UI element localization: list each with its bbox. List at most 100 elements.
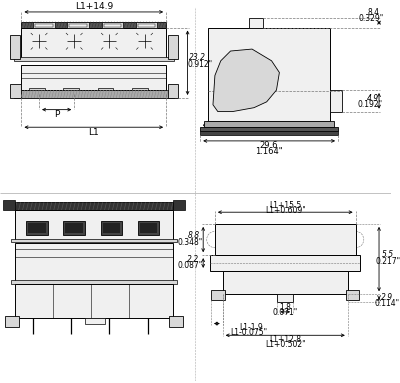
- Bar: [215, 224, 356, 255]
- Bar: [200, 131, 338, 135]
- Bar: [85, 318, 104, 324]
- Bar: [210, 255, 360, 271]
- Text: 8.8: 8.8: [187, 231, 200, 240]
- Bar: [10, 35, 20, 59]
- Bar: [168, 84, 178, 98]
- Bar: [64, 88, 79, 94]
- Bar: [35, 24, 53, 26]
- Text: 1.8: 1.8: [279, 303, 291, 313]
- Bar: [22, 22, 166, 28]
- Text: L1+15.5: L1+15.5: [269, 201, 301, 210]
- Bar: [10, 84, 22, 98]
- Bar: [28, 223, 46, 233]
- Bar: [204, 121, 334, 127]
- Bar: [146, 257, 159, 271]
- Text: 0.071": 0.071": [273, 308, 298, 318]
- Circle shape: [253, 85, 267, 99]
- Bar: [26, 221, 48, 235]
- Circle shape: [241, 77, 253, 88]
- Bar: [169, 316, 183, 327]
- Text: 4.9: 4.9: [367, 94, 379, 103]
- Bar: [102, 22, 123, 28]
- Bar: [98, 88, 113, 94]
- Bar: [346, 290, 360, 300]
- Bar: [138, 221, 159, 235]
- Bar: [11, 239, 177, 242]
- FancyBboxPatch shape: [60, 247, 93, 281]
- Text: 2.9: 2.9: [381, 293, 393, 302]
- Text: 8.4: 8.4: [367, 8, 379, 17]
- Text: 0.114": 0.114": [374, 299, 400, 308]
- Text: L1-1.9: L1-1.9: [239, 323, 263, 332]
- Bar: [64, 221, 85, 235]
- Bar: [3, 200, 15, 210]
- Text: 0.192": 0.192": [358, 100, 383, 109]
- Bar: [101, 221, 122, 235]
- Circle shape: [27, 29, 51, 53]
- Bar: [208, 28, 330, 121]
- Bar: [211, 290, 225, 300]
- Text: 0.329": 0.329": [358, 14, 384, 23]
- Bar: [200, 127, 338, 131]
- Bar: [14, 90, 174, 98]
- Bar: [66, 223, 83, 233]
- Bar: [5, 316, 18, 327]
- Text: L1+14.9: L1+14.9: [75, 2, 113, 11]
- Bar: [108, 257, 121, 271]
- FancyBboxPatch shape: [22, 247, 55, 281]
- Text: 0.912": 0.912": [188, 60, 213, 69]
- Text: L1+12.8: L1+12.8: [269, 335, 301, 344]
- Text: L1: L1: [88, 128, 99, 137]
- Bar: [140, 223, 157, 233]
- Circle shape: [138, 34, 152, 48]
- Text: L1-0.075": L1-0.075": [230, 328, 268, 337]
- Text: P: P: [54, 110, 59, 119]
- Text: 0.348": 0.348": [178, 238, 203, 247]
- Text: L1+0.609": L1+0.609": [265, 206, 306, 215]
- Bar: [104, 24, 121, 26]
- Bar: [33, 22, 55, 28]
- FancyBboxPatch shape: [64, 252, 88, 276]
- Bar: [249, 18, 263, 28]
- FancyBboxPatch shape: [102, 252, 126, 276]
- Circle shape: [133, 29, 156, 53]
- FancyBboxPatch shape: [141, 252, 164, 276]
- Bar: [69, 24, 87, 26]
- Circle shape: [32, 34, 46, 48]
- Bar: [278, 294, 293, 302]
- Bar: [168, 35, 178, 59]
- Bar: [31, 257, 45, 271]
- Circle shape: [245, 80, 250, 85]
- Bar: [15, 203, 173, 210]
- Bar: [15, 244, 173, 281]
- Bar: [15, 210, 173, 239]
- Bar: [22, 65, 166, 90]
- Bar: [223, 271, 348, 294]
- Bar: [330, 90, 342, 111]
- Bar: [138, 24, 155, 26]
- FancyBboxPatch shape: [98, 247, 131, 281]
- Bar: [14, 57, 174, 61]
- Polygon shape: [213, 49, 279, 111]
- FancyBboxPatch shape: [136, 247, 169, 281]
- Text: 1.164": 1.164": [255, 147, 283, 156]
- Text: 0.087": 0.087": [178, 262, 203, 270]
- Bar: [11, 280, 177, 283]
- Text: 23.2: 23.2: [189, 53, 206, 62]
- FancyBboxPatch shape: [26, 252, 50, 276]
- Circle shape: [62, 29, 86, 53]
- Bar: [136, 22, 157, 28]
- Text: L1+0.502": L1+0.502": [265, 340, 306, 349]
- Bar: [29, 88, 45, 94]
- Bar: [69, 257, 83, 271]
- Bar: [68, 22, 89, 28]
- Circle shape: [98, 29, 121, 53]
- Bar: [132, 88, 148, 94]
- Circle shape: [102, 34, 116, 48]
- Text: 2.2: 2.2: [187, 255, 200, 264]
- Text: 0.217": 0.217": [375, 257, 400, 265]
- Bar: [22, 28, 166, 59]
- Circle shape: [68, 34, 81, 48]
- Text: 29.6: 29.6: [260, 141, 278, 150]
- Bar: [173, 200, 185, 210]
